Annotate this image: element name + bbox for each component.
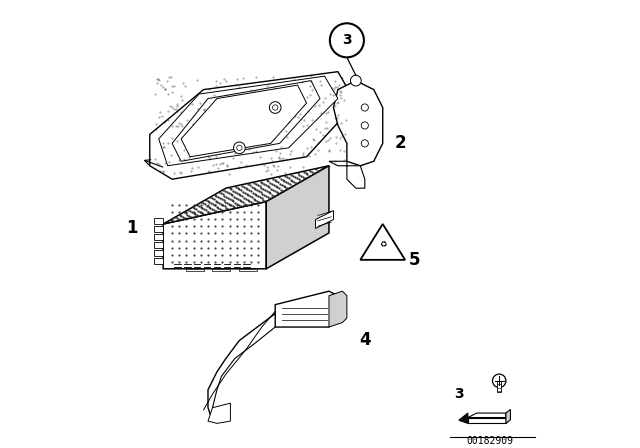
Bar — [497, 381, 501, 392]
Polygon shape — [239, 269, 257, 271]
Circle shape — [330, 23, 364, 57]
Polygon shape — [266, 166, 329, 269]
Circle shape — [361, 104, 369, 111]
Polygon shape — [459, 413, 468, 423]
Text: 5: 5 — [408, 251, 420, 269]
Polygon shape — [186, 269, 204, 271]
Text: ♻: ♻ — [379, 240, 387, 249]
Text: 2: 2 — [395, 134, 406, 152]
Polygon shape — [159, 76, 338, 166]
Circle shape — [237, 145, 242, 151]
Polygon shape — [212, 269, 230, 271]
Polygon shape — [150, 72, 356, 179]
Polygon shape — [333, 81, 383, 166]
Polygon shape — [208, 403, 230, 423]
Circle shape — [269, 102, 281, 113]
Polygon shape — [360, 224, 405, 260]
Circle shape — [234, 142, 245, 154]
Polygon shape — [163, 166, 329, 224]
Polygon shape — [172, 81, 320, 161]
Polygon shape — [329, 161, 365, 188]
Polygon shape — [181, 85, 307, 157]
Text: 4: 4 — [359, 332, 371, 349]
Bar — [154, 242, 163, 248]
Polygon shape — [468, 418, 506, 423]
Circle shape — [493, 374, 506, 388]
Text: 3: 3 — [454, 387, 464, 401]
Polygon shape — [329, 291, 347, 327]
Polygon shape — [506, 409, 511, 423]
Circle shape — [361, 122, 369, 129]
Polygon shape — [275, 291, 338, 327]
Polygon shape — [163, 202, 266, 269]
Bar — [154, 234, 163, 240]
Circle shape — [273, 105, 278, 110]
Text: 00182909: 00182909 — [467, 436, 514, 446]
Circle shape — [351, 75, 361, 86]
Polygon shape — [468, 413, 506, 418]
Bar — [154, 258, 163, 264]
Polygon shape — [316, 211, 333, 228]
Bar — [154, 250, 163, 256]
Bar — [154, 218, 163, 224]
Circle shape — [361, 140, 369, 147]
Text: 3: 3 — [342, 33, 352, 47]
Bar — [154, 226, 163, 232]
Text: 1: 1 — [126, 220, 138, 237]
